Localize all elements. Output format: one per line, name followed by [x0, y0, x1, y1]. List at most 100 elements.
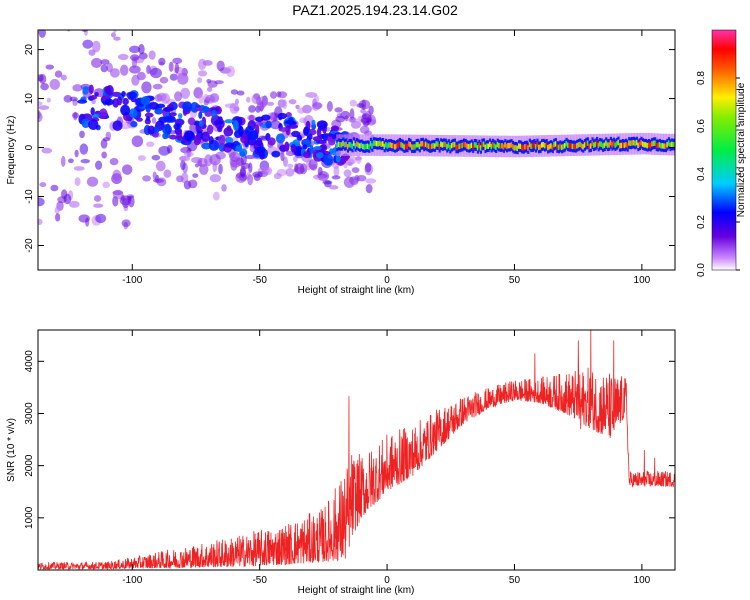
spectrogram-cell [360, 117, 372, 124]
spectrogram-cell [188, 179, 198, 189]
spectrogram-cell [469, 143, 472, 150]
spectrogram-cell [513, 145, 516, 151]
spectrogram-cell [280, 151, 285, 162]
spectrogram-cell [63, 193, 72, 205]
spectrogram-cell [356, 103, 365, 108]
spectrogram-cell [562, 143, 565, 150]
spectrogram-cell [488, 141, 492, 148]
spectrogram-xtick-label: 100 [634, 275, 651, 286]
spectrogram-cell [269, 120, 281, 130]
spectrogram-cell [545, 142, 548, 148]
colorbar-tick-label: 0.8 [696, 71, 707, 85]
spectrogram-cell [412, 144, 415, 150]
spectrogram-cell [664, 143, 668, 149]
spectrogram-cell [329, 185, 339, 190]
spectrogram-cell [90, 107, 95, 116]
spectrogram-cell [589, 143, 593, 149]
spectrogram-cell [316, 120, 328, 129]
spectrogram-cell [355, 141, 359, 147]
spectrogram-cell [154, 127, 160, 134]
spectrogram-cell [502, 144, 505, 150]
spectrogram-cell [202, 106, 210, 113]
spectrogram-cell [321, 150, 331, 156]
spectrogram-cell [438, 143, 441, 150]
spectrogram-cell [314, 95, 320, 103]
spectrogram-cell [539, 144, 542, 150]
spectrogram-cell [556, 144, 559, 150]
spectrogram-cell [406, 143, 409, 150]
spectrogram-cell [88, 84, 94, 95]
spectrogram-cell [464, 142, 467, 148]
spectrogram-cell [356, 155, 362, 165]
spectrogram-cell [392, 143, 395, 149]
spectrogram-cell [574, 144, 577, 150]
spectrogram-cell [293, 166, 306, 174]
spectrogram-cell [144, 112, 154, 118]
colorbar-gradient [711, 29, 737, 271]
spectrogram-cell [152, 171, 157, 181]
spectrogram-cell [67, 158, 74, 164]
spectrogram-cell [122, 97, 129, 106]
spectrogram-cell [159, 76, 169, 84]
spectrogram-cell [214, 120, 224, 125]
spectrogram-cell [79, 130, 85, 139]
spectrogram-cell [163, 107, 174, 112]
spectrogram-cell [492, 142, 495, 148]
spectrogram-cell [657, 142, 660, 149]
spectrogram-cell [236, 90, 245, 96]
spectrogram-xtick-label: 0 [384, 275, 390, 286]
spectrogram-cell [259, 150, 266, 160]
spectrogram-cell [511, 143, 515, 150]
spectrogram-cell [377, 141, 380, 147]
spectrogram-cell [174, 62, 180, 74]
spectrogram-cell [121, 90, 126, 97]
spectrogram-cell [620, 142, 623, 149]
spectrogram-cell [80, 159, 91, 164]
spectrogram-cell [38, 105, 50, 110]
spectrogram-cell [652, 140, 655, 146]
spectrogram-cell [311, 102, 321, 111]
spectrogram-cell [597, 142, 600, 149]
spectrogram-cell [291, 130, 301, 138]
spectrogram-cell [437, 141, 440, 147]
spectrogram-ytick-label: 20 [24, 44, 35, 56]
spectrogram-cell [45, 64, 55, 70]
spectrogram-cell [472, 144, 475, 150]
spectrogram-cell [233, 106, 240, 112]
colorbar: 0.0 0.2 0.4 0.6 0.8 Normalized spectral ampl… [696, 29, 747, 277]
snr-ylabel: SNR (10 * v/v) [6, 418, 17, 482]
spectrogram-cell [533, 142, 536, 148]
spectrogram-cell [174, 91, 182, 102]
spectrogram-cell [388, 142, 391, 148]
spectrogram-cell [417, 142, 420, 148]
spectrogram-xtick-label: 50 [509, 275, 521, 286]
spectrogram-cell [381, 141, 385, 147]
spectrogram-cell [271, 150, 281, 158]
spectrogram-cell [568, 143, 571, 149]
spectrogram-cell [249, 130, 259, 140]
spectrogram-cell [475, 142, 478, 148]
spectrogram-cell [131, 135, 144, 148]
spectrogram-cell [181, 172, 189, 184]
spectrogram-cell [362, 143, 365, 150]
spectrogram-cell [365, 184, 373, 194]
spectrogram-cell [313, 146, 322, 151]
spectrogram-cell [449, 144, 452, 151]
spectrogram-cell [40, 82, 49, 91]
spectrogram-cell [617, 139, 620, 146]
spectrogram-cell [482, 141, 486, 147]
spectrogram-cell [478, 142, 481, 149]
spectrogram-cell [335, 115, 346, 123]
spectrogram-cell [560, 144, 564, 151]
spectrogram-cell [463, 141, 466, 148]
spectrogram-cell [516, 145, 519, 152]
spectrogram-cell [450, 142, 453, 149]
spectrogram-cell [39, 182, 47, 188]
spectrogram-cell [180, 159, 186, 171]
spectrogram-cell [308, 159, 318, 170]
spectrogram-cell [499, 143, 502, 149]
spectrogram-cell [154, 108, 164, 115]
spectrogram-cell [461, 142, 464, 149]
spectrogram-cell [38, 197, 45, 207]
spectrogram-cell [669, 142, 672, 148]
